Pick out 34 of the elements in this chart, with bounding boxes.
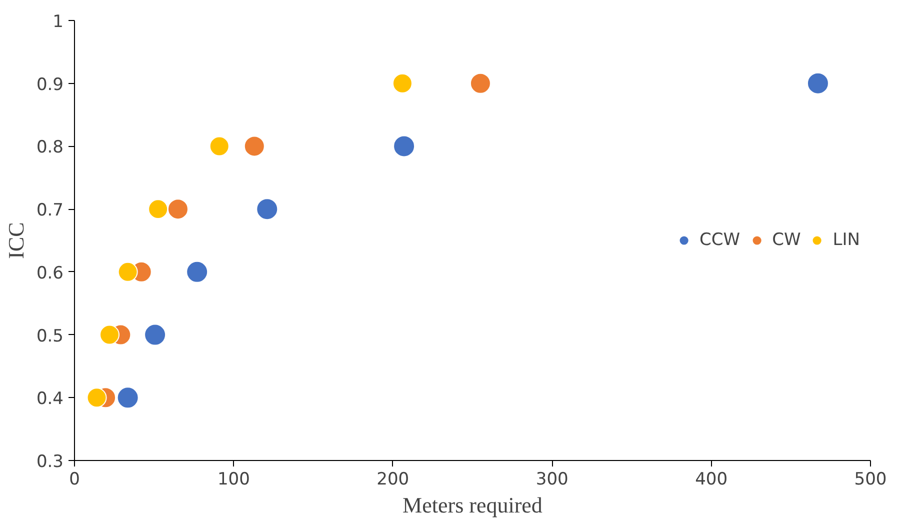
point: [392, 73, 412, 94]
point: [148, 199, 168, 220]
x-tick-label: 300: [536, 470, 568, 490]
legend-label: CW: [772, 230, 801, 250]
x-tick-label: 500: [854, 470, 887, 490]
point: [86, 388, 107, 408]
legend-label: CCW: [700, 230, 740, 250]
point: [100, 324, 120, 345]
x-tick-label: 400: [695, 470, 728, 490]
point: [144, 324, 166, 346]
x-tick-label: 100: [217, 470, 250, 490]
y-tick-label: 0.3: [36, 452, 64, 472]
point: [470, 72, 491, 94]
y-tick-label: 0.7: [36, 200, 64, 221]
y-tick-label: 0.8: [36, 138, 64, 158]
point: [186, 260, 208, 283]
y-tick-label: 0.9: [36, 74, 64, 95]
point: [167, 198, 188, 220]
point: [244, 136, 265, 157]
point: [806, 72, 829, 94]
y-tick-label: 0.6: [36, 263, 64, 284]
point: [393, 135, 416, 158]
y-tick-label: 0.4: [36, 389, 64, 410]
y-axis-title: ICC: [3, 222, 28, 259]
x-tick-label: 0: [69, 470, 80, 490]
point: [256, 198, 278, 220]
x-axis-title: Meters required: [402, 492, 542, 518]
y-tick-label: 1: [52, 12, 64, 32]
y-tick-label: 0.5: [36, 326, 64, 346]
x-tick-label: 200: [376, 470, 410, 490]
legend-label: LIN: [832, 230, 860, 250]
point: [118, 262, 138, 282]
point: [116, 386, 139, 409]
point: [209, 136, 230, 156]
